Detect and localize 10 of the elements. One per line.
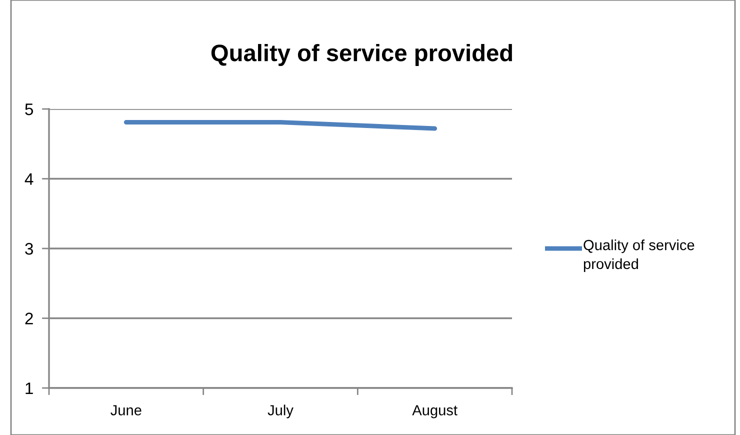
y-tick-label: 2 <box>25 312 33 324</box>
y-tick-label: 3 <box>25 242 33 255</box>
legend-label: Quality of service provided <box>584 240 694 272</box>
y-tick-label: 5 <box>25 104 34 116</box>
x-tick-label: July <box>268 404 294 418</box>
x-tick-label: June <box>110 405 142 416</box>
y-tick-label: 1 <box>26 382 33 394</box>
chart-title: Quality of service provided <box>211 44 512 66</box>
y-tick-label: 4 <box>24 173 34 185</box>
x-tick-label: August <box>412 405 458 418</box>
